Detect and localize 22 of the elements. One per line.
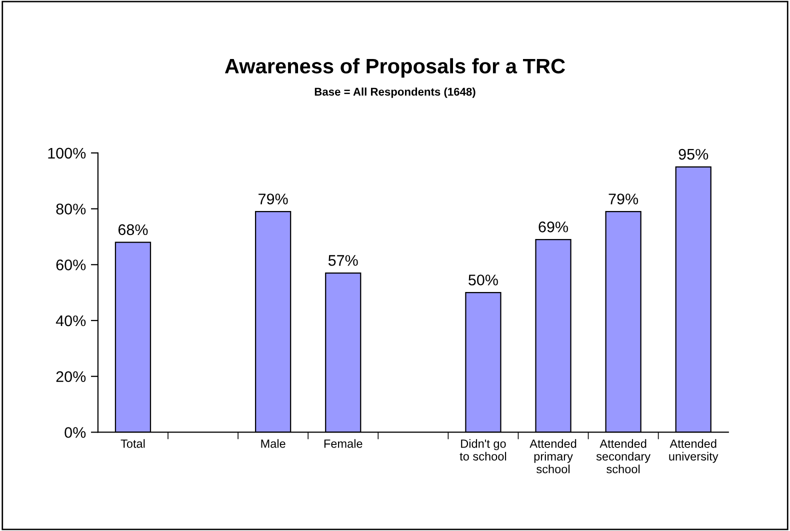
x-tick-label: Female bbox=[324, 439, 362, 448]
y-tick-label: 60% bbox=[56, 260, 86, 270]
x-tick-label: Total bbox=[120, 439, 145, 448]
chart-subtitle: Base = All Respondents (1648) bbox=[314, 88, 476, 98]
data-label: 57% bbox=[328, 255, 358, 266]
data-label: 50% bbox=[468, 274, 498, 286]
chart-title: Awareness of Proposals for a TRC bbox=[224, 58, 566, 78]
x-tick-label: Attended secondary school bbox=[596, 439, 651, 474]
y-tick-label: 40% bbox=[56, 315, 86, 326]
data-label: 79% bbox=[608, 194, 638, 204]
y-tick-label: 0% bbox=[64, 427, 86, 438]
y-tick-label: 100% bbox=[48, 148, 86, 159]
x-tick-label: Didn't go to school bbox=[460, 439, 506, 461]
data-label: 69% bbox=[538, 222, 568, 232]
x-tick-label: Attended university bbox=[669, 439, 718, 463]
y-tick-label: 80% bbox=[56, 204, 86, 214]
y-tick-label: 20% bbox=[56, 371, 86, 382]
data-label: 68% bbox=[118, 224, 148, 236]
x-tick-label: Male bbox=[261, 439, 286, 448]
data-label: 79% bbox=[258, 194, 288, 204]
x-tick-label: Attended primary school bbox=[530, 439, 576, 474]
data-label: 95% bbox=[678, 148, 708, 160]
